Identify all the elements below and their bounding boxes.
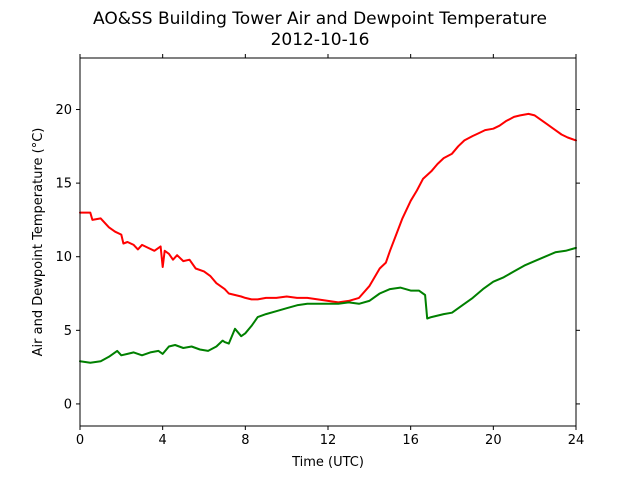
x-tick-label: 24 [568,433,585,448]
y-tick-label: 0 [64,397,72,412]
series-layer [79,112,577,364]
series-line-1 [79,112,577,304]
series-line-2 [79,246,577,364]
ticks-layer: 0 4 8 12 16 20 24 0 5 10 15 20 [55,54,584,448]
plot-frame [79,57,577,427]
x-tick-label: 16 [402,433,419,448]
chart-subtitle: 2012-10-16 [271,30,370,50]
y-tick-label: 20 [55,103,72,118]
y-tick-label: 15 [55,177,72,192]
x-tick-label: 4 [159,433,167,448]
x-tick-label: 8 [241,433,249,448]
x-tick-label: 20 [485,433,502,448]
x-tick-label: 0 [76,433,84,448]
chart-title: AO&SS Building Tower Air and Dewpoint Te… [93,9,547,29]
x-tick-label: 12 [320,433,337,448]
y-tick-label: 10 [55,250,72,265]
x-axis-label: Time (UTC) [291,455,364,470]
y-axis-label: Air and Dewpoint Temperature (°C) [31,128,46,357]
y-tick-label: 5 [64,324,72,339]
